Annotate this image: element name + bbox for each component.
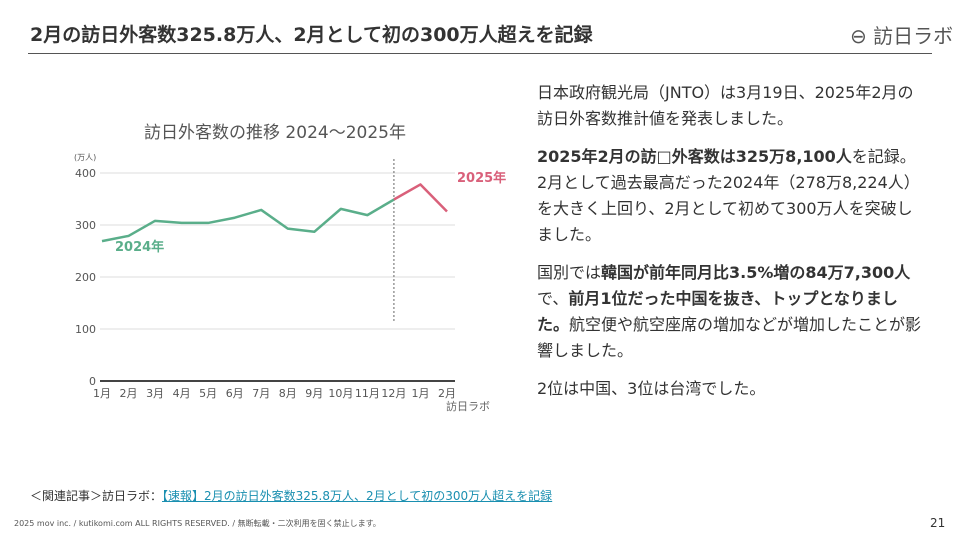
slide-title: 2月の訪日外客数325.8万人、2月として初の300万人超えを記録 [30,24,593,46]
paragraph: 2025年2月の訪□外客数は325万8,100人を記録。2月として過去最高だった… [537,144,922,248]
related-article: ＜関連記事＞訪日ラボ：【速報】2月の訪日外客数325.8万人、2月として初の30… [30,487,552,504]
related-label: ＜関連記事＞訪日ラボ： [30,489,163,503]
x-tick-label: 1月 [93,387,111,400]
body-text: 日本政府観光局（JNTO）は3月19日、2025年2月の訪日外客数推計値を発表し… [537,80,922,414]
y-tick-label: 200 [75,271,96,284]
series-line [393,183,448,213]
watermark: 訪日ラボ [446,399,490,413]
x-tick-label: 12月 [381,387,406,400]
paragraph: 2位は中国、3位は台湾でした。 [537,376,922,402]
x-tick-label: 6月 [226,387,244,400]
copyright: 2025 mov inc. / kutikomi.com ALL RIGHTS … [14,519,381,528]
logo-icon: ⊖ [850,24,874,48]
text: 航空便や航空座席の増加などが増加したことが影響しました。 [537,315,922,360]
bold-text: 前月1位だった中国を抜き、トップとなりました。 [537,289,898,334]
y-unit: (万人) [74,153,96,162]
bold-text: 韓国が前年同月比3.5%増の84万7,300人 [601,263,911,282]
x-tick-label: 7月 [252,387,270,400]
text: 2位は中国、3位は台湾でした。 [537,379,766,398]
x-tick-label: 8月 [279,387,297,400]
chart-title: 訪日外客数の推移 2024〜2025年 [144,123,406,143]
series-label: 2024年 [115,239,164,255]
x-tick-label: 10月 [328,387,353,400]
x-tick-label: 2月 [120,387,138,400]
paragraph: 国別では韓国が前年同月比3.5%増の84万7,300人で、前月1位だった中国を抜… [537,260,922,364]
series-label: 2025年 [457,170,506,186]
series-line [101,198,395,243]
related-link[interactable]: 【速報】2月の訪日外客数325.8万人、2月として初の300万人超えを記録 [162,489,553,503]
y-tick-label: 0 [89,375,96,388]
y-tick-label: 400 [75,167,96,180]
text: を記録。2月として過去最高だった2024年（278万8,224人）を大きく上回り… [537,147,920,244]
logo: ⊖ 訪日ラボ [850,20,953,49]
text: 日本政府観光局（JNTO）は3月19日、2025年2月の訪日外客数推計値を発表し… [537,83,914,128]
x-tick-label: 4月 [173,387,191,400]
x-tick-label: 3月 [146,387,164,400]
x-tick-label: 9月 [305,387,323,400]
x-tick-label: 11月 [355,387,380,400]
y-tick-label: 300 [75,219,96,232]
x-tick-label: 5月 [199,387,217,400]
text: 国別では [537,263,602,282]
text: で、 [537,289,569,308]
paragraph: 日本政府観光局（JNTO）は3月19日、2025年2月の訪日外客数推計値を発表し… [537,80,922,132]
x-tick-label: 2月 [438,387,456,400]
logo-text: 訪日ラボ [873,24,954,48]
x-tick-label: 1月 [411,387,429,400]
page-number: 21 [930,516,946,530]
bold-text: 2025年2月の訪□外客数は325万8,100人 [537,147,852,166]
chart: 訪日外客数の推移 2024〜2025年 (万人) 訪日ラボ 0 100 200 300… [74,123,506,413]
header-rule [28,53,932,54]
y-tick-label: 100 [75,323,96,336]
